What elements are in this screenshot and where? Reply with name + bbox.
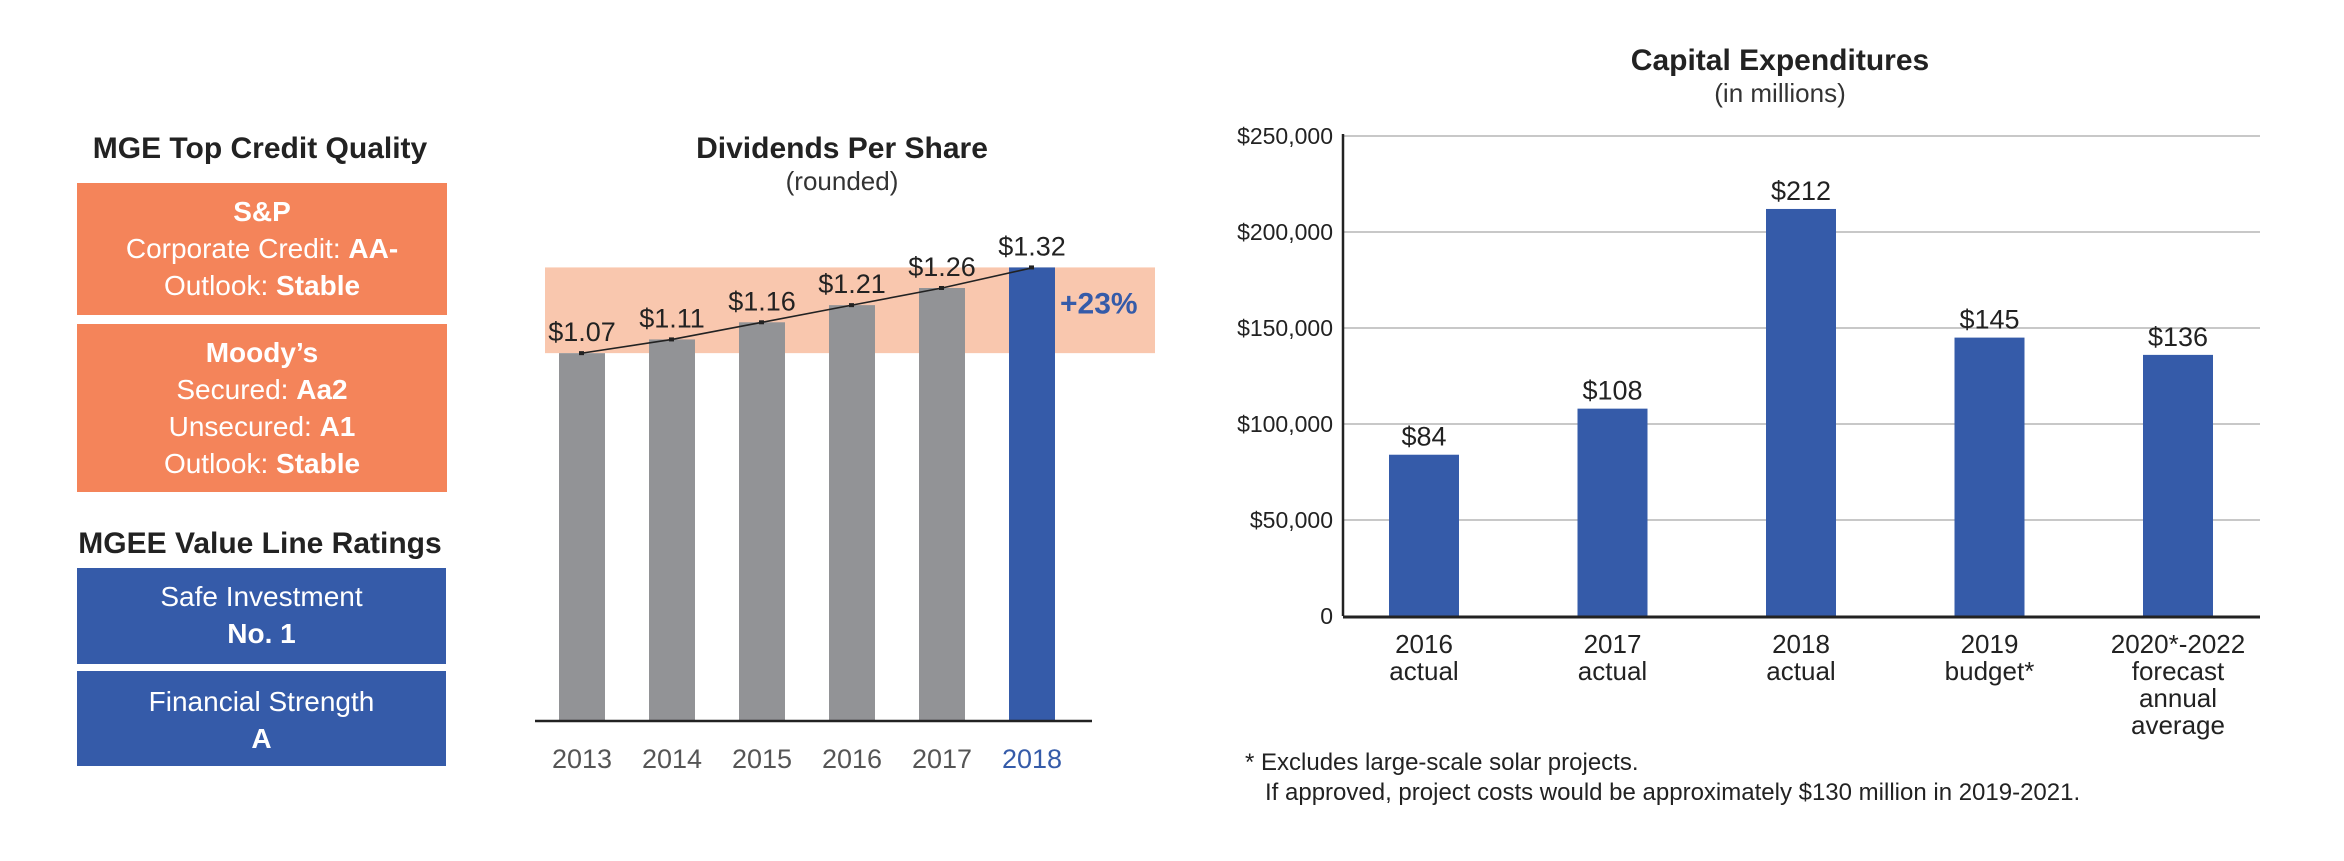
sp-outlook: Outlook: Stable <box>163 270 361 301</box>
y-tick-label: $200,000 <box>1237 219 1333 245</box>
y-tick-label: $250,000 <box>1237 123 1333 149</box>
moodys-heading: Moody’s <box>205 337 319 368</box>
y-tick-label: $50,000 <box>1250 507 1333 533</box>
capex-bar-1 <box>1577 408 1648 616</box>
dividend-value-label: $1.11 <box>639 303 705 333</box>
capex-chart: 0 $50,000 $100,000 $150,000 $200,000 $250,000… <box>1237 123 2260 740</box>
dividend-bar-2014 <box>649 339 695 720</box>
sp-rating-box: S&P Corporate Credit: AA- Outlook: Stabl… <box>77 183 447 315</box>
moodys-rating-box: Moody’s Secured: Aa2 Unsecured: A1 Outlo… <box>77 324 447 492</box>
financial-strength-label: Financial Strength <box>148 686 375 717</box>
capex-value-label: $108 <box>1582 376 1642 406</box>
trend-point <box>759 320 764 325</box>
trend-point <box>579 351 584 356</box>
safe-investment-value: No. 1 <box>227 618 296 649</box>
footnote-line-2: If approved, project costs would be appr… <box>1265 779 2081 806</box>
capex-subtitle: (in millions) <box>1714 78 1846 108</box>
dividend-bar-2013 <box>559 353 605 720</box>
moodys-outlook: Outlook: Stable <box>163 448 361 479</box>
moodys-unsecured: Unsecured: A1 <box>168 411 356 442</box>
safe-investment-label: Safe Investment <box>160 581 363 612</box>
y-tick-label: 0 <box>1320 603 1333 629</box>
capex-bar-0 <box>1389 454 1459 616</box>
trend-point <box>1029 265 1034 270</box>
dividend-year-label: 2014 <box>642 744 702 774</box>
dividend-value-label: $1.21 <box>818 269 886 299</box>
moodys-secured: Secured: Aa2 <box>176 374 348 405</box>
dividend-year-label: 2016 <box>822 744 882 774</box>
y-tick-label: $150,000 <box>1237 315 1333 341</box>
dividends-chart: $1.07 $1.11 $1.16 $1.21 $1.26 $1.32 2013 2014 2… <box>535 231 1155 774</box>
capex-category-label: 2017 actual <box>1578 629 1647 686</box>
financial-strength-value: A <box>251 723 272 754</box>
capex-bar-4 <box>2143 354 2213 616</box>
dividend-year-label: 2013 <box>552 744 612 774</box>
capex-category-label: 2018 actual <box>1766 629 1835 686</box>
value-line-title: MGEE Value Line Ratings <box>78 527 442 560</box>
dividend-year-label: 2015 <box>732 744 792 774</box>
sp-heading: S&P <box>233 196 291 227</box>
sp-corporate-credit: Corporate Credit: AA- <box>125 233 399 264</box>
credit-quality-title: MGE Top Credit Quality <box>92 132 428 165</box>
dividend-value-label: $1.16 <box>728 286 796 316</box>
dividend-value-label: $1.32 <box>998 231 1066 261</box>
capex-value-label: $212 <box>1771 176 1831 206</box>
trend-point <box>669 337 674 342</box>
dividend-year-label: 2018 <box>1002 744 1062 774</box>
y-tick-label: $100,000 <box>1237 411 1333 437</box>
capex-value-label: $136 <box>2148 322 2208 352</box>
dividend-value-label: $1.26 <box>908 252 976 282</box>
capex-category-label: 2020*-2022 forecast annual average <box>2111 629 2245 740</box>
dividend-bar-2016 <box>829 305 875 720</box>
capex-value-label: $145 <box>1959 305 2019 335</box>
dividend-bar-2015 <box>739 322 785 720</box>
capex-value-label: $84 <box>1401 422 1446 452</box>
dividend-value-label: $1.07 <box>548 317 616 347</box>
footnote-line-1: * Excludes large-scale solar projects. <box>1245 749 1639 776</box>
dividend-bar-2017 <box>919 288 965 720</box>
trend-point <box>849 303 854 308</box>
capex-footnote: * Excludes large-scale solar projects. I… <box>1245 748 2080 808</box>
safe-investment-box: Safe Investment No. 1 <box>77 568 446 664</box>
dividend-bar-2018 <box>1009 267 1055 720</box>
trend-point <box>939 286 944 290</box>
capex-title: Capital Expenditures <box>1630 44 1930 77</box>
capex-category-label: 2019 budget* <box>1945 629 2035 686</box>
capex-category-label: 2016 actual <box>1389 629 1458 686</box>
financial-strength-box: Financial Strength A <box>77 671 446 766</box>
dividends-subtitle: (rounded) <box>785 166 899 196</box>
dividend-year-label: 2017 <box>912 744 972 774</box>
dividends-title: Dividends Per Share <box>696 132 988 165</box>
capex-bar-2 <box>1766 208 1836 616</box>
capex-bar-3 <box>1954 337 2025 616</box>
growth-annotation: +23% <box>1060 287 1138 320</box>
trend-line <box>581 266 1035 354</box>
